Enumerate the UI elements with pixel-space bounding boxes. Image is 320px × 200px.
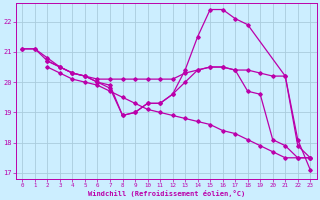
- X-axis label: Windchill (Refroidissement éolien,°C): Windchill (Refroidissement éolien,°C): [88, 190, 245, 197]
